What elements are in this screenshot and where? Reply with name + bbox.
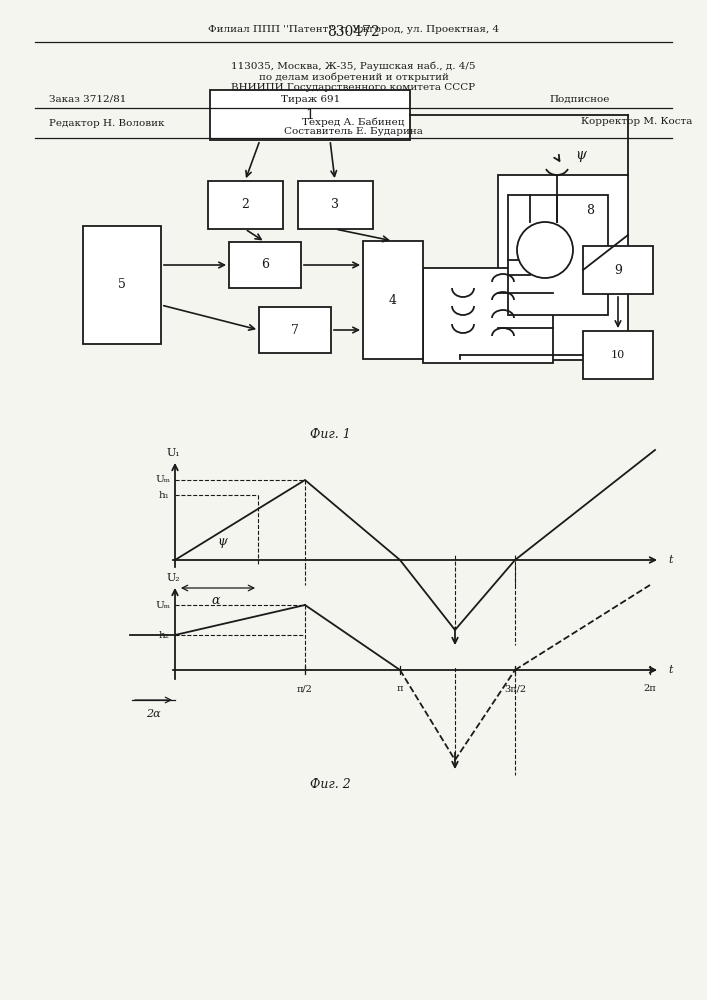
Circle shape — [517, 222, 573, 278]
Text: Uₘ: Uₘ — [155, 476, 170, 485]
Text: Составитель Е. Бударина: Составитель Е. Бударина — [284, 127, 423, 136]
Text: ВНИИПИ Государственного комитета СССР: ВНИИПИ Государственного комитета СССР — [231, 84, 476, 93]
Bar — [298, 181, 373, 229]
Text: α: α — [212, 593, 221, 606]
Text: 2: 2 — [241, 198, 249, 212]
Bar — [583, 246, 653, 294]
Text: Фиг. 1: Фиг. 1 — [310, 428, 351, 442]
Text: t: t — [668, 665, 672, 675]
Bar — [423, 268, 553, 363]
Bar — [508, 195, 608, 315]
Text: t: t — [668, 555, 672, 565]
Text: 7: 7 — [291, 324, 299, 336]
Text: h₂: h₂ — [159, 631, 170, 640]
Text: ψ: ψ — [575, 148, 586, 162]
Text: Редактор Н. Воловик: Редактор Н. Воловик — [49, 118, 165, 127]
Bar — [210, 90, 410, 140]
Text: по делам изобретений и открытий: по делам изобретений и открытий — [259, 72, 448, 82]
Text: π: π — [397, 684, 403, 693]
Text: 6: 6 — [261, 258, 269, 271]
Text: U₂: U₂ — [166, 573, 180, 583]
Text: Корректор М. Коста: Корректор М. Коста — [580, 117, 692, 126]
Bar — [207, 181, 283, 229]
Text: h₁: h₁ — [159, 490, 170, 499]
Text: 830472: 830472 — [327, 25, 380, 39]
Bar — [583, 331, 653, 379]
Text: Техред А. Бабинец: Техред А. Бабинец — [303, 117, 404, 127]
Text: 10: 10 — [611, 350, 625, 360]
Text: 4: 4 — [389, 294, 397, 306]
Text: 2α: 2α — [146, 709, 160, 719]
Bar — [363, 241, 423, 359]
Text: 3π/2: 3π/2 — [504, 684, 526, 693]
Text: 113035, Москва, Ж-35, Раушская наб., д. 4/5: 113035, Москва, Ж-35, Раушская наб., д. … — [231, 61, 476, 71]
Text: 5: 5 — [118, 278, 126, 292]
Text: U₁: U₁ — [166, 448, 180, 458]
Text: 8: 8 — [586, 204, 594, 217]
Bar — [229, 242, 301, 288]
Text: 9: 9 — [614, 263, 622, 276]
Text: 1: 1 — [305, 108, 315, 122]
Text: Подписное: Подписное — [549, 95, 610, 104]
Text: Заказ 3712/81: Заказ 3712/81 — [49, 95, 127, 104]
Bar — [83, 226, 161, 344]
Bar — [259, 307, 331, 353]
Bar — [498, 175, 628, 360]
Text: Фиг. 2: Фиг. 2 — [310, 778, 351, 792]
Text: 2π: 2π — [643, 684, 656, 693]
Text: Тираж 691: Тираж 691 — [281, 95, 341, 104]
Text: Uₘ: Uₘ — [155, 600, 170, 609]
Text: 3: 3 — [331, 198, 339, 212]
Text: ψ: ψ — [217, 536, 227, 548]
Text: Филиал ППП ''Патент'', г. Ужгород, ул. Проектная, 4: Филиал ППП ''Патент'', г. Ужгород, ул. П… — [208, 25, 499, 34]
Text: π/2: π/2 — [297, 684, 313, 693]
